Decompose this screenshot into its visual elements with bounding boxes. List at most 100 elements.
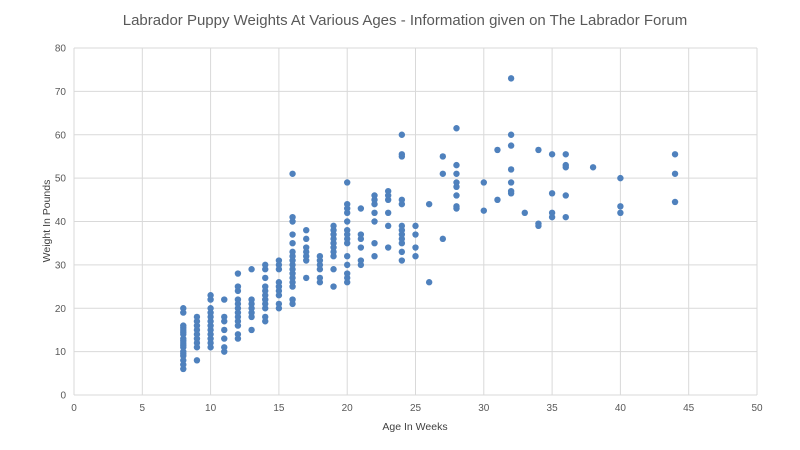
data-point (453, 203, 460, 210)
y-tick-label: 70 (55, 87, 67, 98)
data-point (193, 313, 201, 321)
data-point (439, 235, 447, 243)
data-point (344, 253, 351, 260)
data-point (494, 146, 501, 154)
x-axis-label: Age In Weeks (382, 421, 447, 433)
data-point (316, 274, 324, 282)
data-point (316, 253, 324, 260)
x-tick-label: 30 (478, 403, 490, 414)
data-point (521, 209, 528, 217)
data-point (344, 200, 351, 208)
data-point (439, 170, 447, 177)
data-point (398, 196, 406, 204)
data-point (535, 220, 542, 227)
data-point (221, 335, 228, 342)
data-point (507, 166, 515, 173)
data-point (398, 131, 406, 138)
data-point (344, 179, 351, 186)
x-tick-label: 15 (273, 403, 285, 414)
data-point (425, 200, 433, 208)
data-point (180, 322, 187, 329)
data-point (384, 222, 392, 230)
data-point (548, 151, 556, 158)
data-point (275, 257, 283, 264)
data-point (371, 192, 378, 199)
data-point (344, 218, 351, 225)
y-tick-label: 40 (55, 217, 67, 228)
data-point (234, 283, 242, 290)
x-tick-label: 0 (71, 403, 77, 414)
data-point (262, 313, 269, 321)
data-point (371, 218, 378, 225)
data-point (357, 257, 365, 264)
tick-labels: 0 5 10 15 20 25 30 35 40 45 50 0 10 20 30 40 50 60 70 80 (55, 44, 763, 415)
data-point (193, 357, 201, 364)
data-point (303, 235, 310, 243)
data-point (207, 292, 214, 299)
data-point (398, 248, 406, 256)
data-point (344, 261, 351, 269)
data-point (234, 270, 242, 277)
data-point (425, 279, 433, 286)
x-tick-label: 45 (683, 403, 695, 414)
data-point (289, 213, 296, 221)
data-point (548, 209, 556, 217)
data-point (671, 198, 679, 206)
data-point (412, 253, 419, 260)
data-point (453, 192, 460, 199)
data-point (262, 283, 269, 290)
data-point (507, 131, 515, 138)
y-tick-label: 60 (55, 130, 67, 141)
x-tick-label: 50 (751, 403, 763, 414)
data-point (330, 222, 337, 230)
y-tick-label: 50 (55, 174, 67, 185)
data-point (221, 296, 228, 303)
data-point (439, 153, 447, 160)
data-point (357, 244, 365, 251)
data-point (671, 151, 679, 158)
data-point (262, 274, 269, 282)
data-point (412, 222, 419, 230)
data-point (453, 161, 460, 169)
data-point (398, 151, 406, 158)
x-tick-label: 20 (342, 403, 354, 414)
data-point (248, 326, 255, 334)
data-point (330, 266, 337, 273)
data-point (480, 207, 487, 214)
data-point (562, 151, 569, 158)
y-tick-label: 80 (55, 44, 67, 55)
data-point (617, 174, 624, 182)
y-tick-label: 0 (60, 391, 66, 402)
data-point (221, 344, 228, 351)
data-point (221, 313, 228, 321)
data-point (262, 261, 269, 269)
data-point (234, 296, 242, 303)
data-point (221, 326, 228, 334)
data-point (275, 300, 283, 308)
data-point (548, 190, 556, 197)
data-point (398, 222, 406, 230)
data-point (248, 266, 255, 273)
data-point (562, 213, 569, 221)
data-point (617, 209, 624, 217)
data-point (507, 187, 515, 195)
data-point (507, 179, 515, 186)
data-point (562, 161, 569, 169)
data-point (371, 209, 378, 217)
data-point (384, 244, 392, 251)
data-point (535, 146, 542, 154)
data-point (507, 142, 515, 149)
data-point (289, 231, 296, 238)
data-point (412, 244, 419, 251)
x-tick-label: 5 (140, 403, 146, 414)
x-tick-label: 25 (410, 403, 422, 414)
data-point (303, 274, 310, 282)
data-point (453, 179, 460, 186)
data-point (617, 203, 624, 210)
y-tick-label: 30 (55, 260, 67, 271)
data-point (344, 226, 351, 234)
data-point (357, 205, 365, 212)
data-point (562, 192, 569, 199)
data-point (398, 257, 406, 264)
